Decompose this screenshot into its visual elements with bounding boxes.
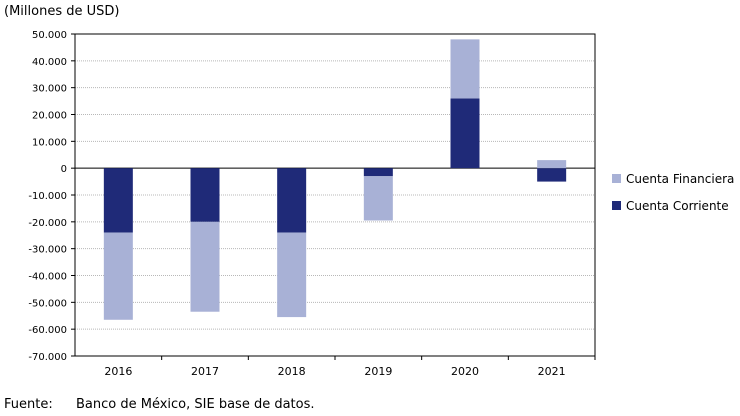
x-tick-label: 2021 xyxy=(538,365,566,378)
legend-swatch xyxy=(612,201,621,210)
axes xyxy=(71,33,596,360)
source-note: Fuente: Banco de México, SIE base de dato… xyxy=(4,397,315,412)
bar-cuenta-financiera-2017 xyxy=(190,221,220,312)
y-tick-label: 40.000 xyxy=(32,57,67,68)
y-tick-label: 30.000 xyxy=(32,84,67,95)
source-text: Banco de México, SIE base de datos. xyxy=(76,397,315,412)
x-tick-label: 2019 xyxy=(364,365,392,378)
bar-cuenta-corriente-2019 xyxy=(363,168,393,177)
x-tick-label: 2018 xyxy=(278,365,306,378)
stacked-bar-chart: 50.000 40.000 30.000 20.000 10.000 0 -10.000 -2… xyxy=(28,30,734,378)
bar-cuenta-financiera-2020 xyxy=(450,39,480,99)
legend-label: Cuenta Corriente xyxy=(626,199,729,213)
y-tick-label: 0 xyxy=(61,164,67,175)
x-tick-label: 2016 xyxy=(104,365,132,378)
y-tick-label: -70.000 xyxy=(28,352,67,363)
y-tick-label: -30.000 xyxy=(28,245,67,256)
legend-swatch xyxy=(612,174,621,183)
bar-cuenta-financiera-2018 xyxy=(277,232,307,318)
tick-labels: 50.000 40.000 30.000 20.000 10.000 0 -10.000 -2… xyxy=(28,30,565,378)
y-tick-label: 20.000 xyxy=(32,111,67,122)
bar-cuenta-corriente-2020 xyxy=(450,98,480,169)
bars xyxy=(103,39,567,320)
y-tick-label: 10.000 xyxy=(32,137,67,148)
bar-cuenta-financiera-2021 xyxy=(537,160,567,169)
y-tick-label: -50.000 xyxy=(28,298,67,309)
bar-cuenta-corriente-2018 xyxy=(277,168,307,233)
bar-cuenta-corriente-2017 xyxy=(190,168,220,222)
source-prefix: Fuente: xyxy=(4,397,53,412)
bar-cuenta-financiera-2016 xyxy=(103,232,133,320)
x-tick-label: 2017 xyxy=(191,365,219,378)
legend-label: Cuenta Financiera xyxy=(626,172,734,186)
bar-cuenta-corriente-2016 xyxy=(103,168,133,233)
y-tick-label: -40.000 xyxy=(28,272,67,283)
y-tick-label: -20.000 xyxy=(28,218,67,229)
unit-label: (Millones de USD) xyxy=(4,4,120,19)
y-tick-label: -10.000 xyxy=(28,191,67,202)
legend: Cuenta Financiera Cuenta Corriente xyxy=(612,172,734,213)
gridlines xyxy=(75,60,595,330)
x-tick-label: 2020 xyxy=(451,365,479,378)
bar-cuenta-financiera-2019 xyxy=(363,176,393,221)
bar-cuenta-corriente-2021 xyxy=(537,168,567,182)
y-tick-label: -60.000 xyxy=(28,325,67,336)
y-tick-label: 50.000 xyxy=(32,30,67,41)
